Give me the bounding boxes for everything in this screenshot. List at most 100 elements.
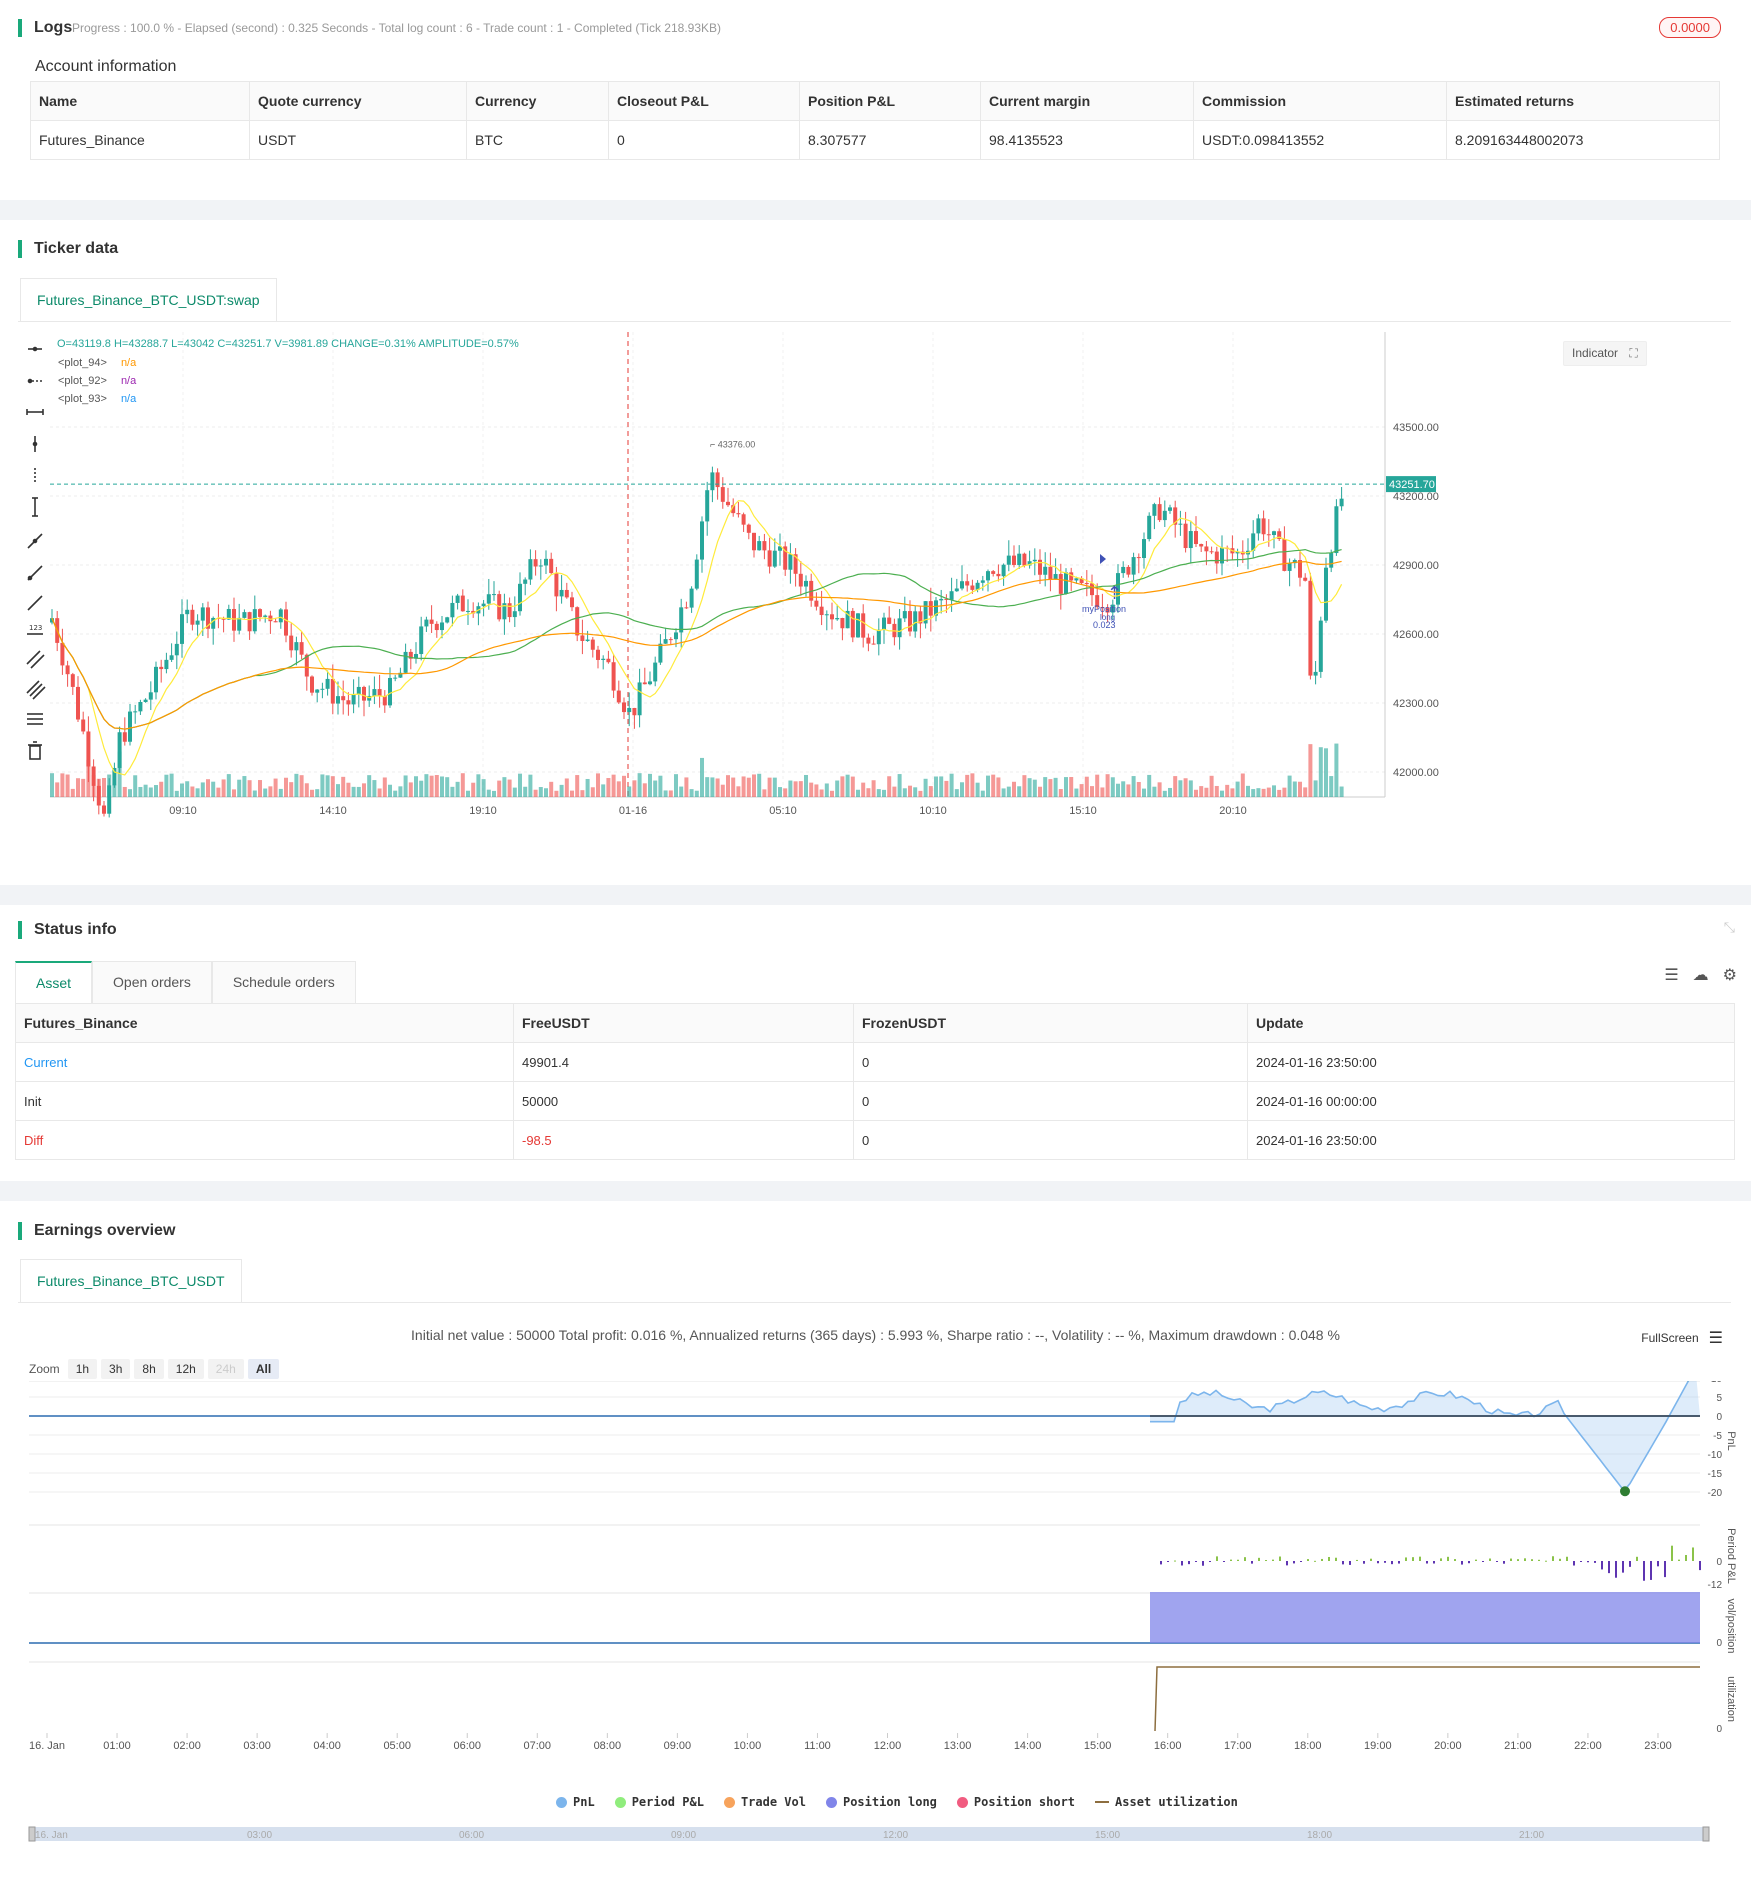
volume-bar xyxy=(1032,779,1037,797)
legend-pnl[interactable]: PnL xyxy=(556,1795,595,1809)
cell-frozen: 0 xyxy=(853,1042,1248,1082)
zoom-12h-button[interactable]: 12h xyxy=(167,1359,204,1379)
menu-icon[interactable]: ☰ xyxy=(1708,1330,1723,1347)
legend-label: Period P&L xyxy=(631,1795,704,1809)
fullscreen-button[interactable]: FullScreen ☰ xyxy=(1641,1328,1723,1348)
candle-body xyxy=(991,571,996,574)
candle-body xyxy=(221,618,226,620)
candle-body xyxy=(1287,563,1292,571)
volume-bar xyxy=(850,776,855,797)
volume-bar xyxy=(1147,774,1152,797)
candle-body xyxy=(1064,572,1068,594)
indicator-button[interactable]: Indicator ⛶ xyxy=(1563,341,1647,366)
period-axis-label: -12 xyxy=(1708,1580,1723,1591)
zoom-8h-button[interactable]: 8h xyxy=(134,1359,164,1379)
candle-body xyxy=(315,689,320,693)
price-label-tool-icon[interactable]: 123 xyxy=(27,624,43,635)
status-tabs: Asset Open orders Schedule orders xyxy=(15,961,356,1003)
volume-bar xyxy=(492,790,496,797)
period-pnl-bar xyxy=(1209,1561,1211,1562)
volume-bar xyxy=(481,779,486,797)
vertical-segment-tool-icon[interactable] xyxy=(32,497,38,517)
zoom-all-button[interactable]: All xyxy=(247,1359,280,1379)
price-axis-label: 42600.00 xyxy=(1393,629,1439,641)
tab-asset[interactable]: Asset xyxy=(15,961,93,1003)
legend-asset-utilization[interactable]: Asset utilization xyxy=(1095,1795,1238,1809)
zoom-1h-button[interactable]: 1h xyxy=(67,1359,98,1379)
period-pnl-bar xyxy=(1447,1556,1449,1561)
expand-icon[interactable]: ⛶ xyxy=(1629,346,1638,360)
vertical-line-tool-icon[interactable] xyxy=(32,436,38,452)
tab-schedule-orders[interactable]: Schedule orders xyxy=(211,961,356,1003)
fib-retracement-tool-icon[interactable] xyxy=(27,713,43,725)
legend-position-short[interactable]: Position short xyxy=(956,1795,1075,1809)
trend-line-tool-icon[interactable] xyxy=(27,533,43,549)
candle-body xyxy=(336,696,340,704)
panel-side-label: vol/position xyxy=(1725,1598,1737,1653)
legend-label: Asset utilization xyxy=(1115,1795,1238,1809)
candle-body xyxy=(50,618,54,623)
tab-earnings-symbol[interactable]: Futures_Binance_BTC_USDT xyxy=(20,1259,242,1302)
volume-bar xyxy=(954,789,959,797)
time-axis-label: 20:10 xyxy=(1219,805,1247,817)
legend-position-long[interactable]: Position long xyxy=(825,1795,937,1809)
legend-period-pnl[interactable]: Period P&L xyxy=(614,1795,704,1809)
gear-icon[interactable]: ⚙ xyxy=(1722,967,1737,984)
candle-body xyxy=(960,581,964,589)
candle-body xyxy=(923,601,928,624)
collapse-icon[interactable]: ⤡ xyxy=(1723,919,1735,935)
period-pnl-bar xyxy=(1398,1561,1400,1564)
navigator-label: 21:00 xyxy=(1519,1830,1544,1841)
candle-body xyxy=(939,598,944,601)
candle-body xyxy=(518,583,522,612)
volume-bar xyxy=(1168,787,1172,797)
status-header-row: Futures_Binance FreeUSDT FrozenUSDT Upda… xyxy=(15,1003,1735,1043)
period-pnl-bar xyxy=(1223,1561,1225,1562)
menu-icon[interactable]: ☰ xyxy=(1664,967,1679,984)
period-pnl-bar xyxy=(1412,1557,1414,1561)
zoom-24h-button[interactable]: 24h xyxy=(207,1359,244,1379)
candle-body xyxy=(793,554,798,574)
candle-body xyxy=(856,613,860,638)
period-pnl-bar xyxy=(1279,1556,1281,1561)
volume-bar xyxy=(975,782,980,797)
legend-label: Position long xyxy=(842,1795,937,1809)
candle-body xyxy=(1298,560,1302,578)
tab-open-orders[interactable]: Open orders xyxy=(92,961,212,1003)
extended-line-tool-icon[interactable] xyxy=(27,595,43,611)
period-pnl-bar xyxy=(1573,1561,1575,1566)
legend-trade-vol[interactable]: Trade Vol xyxy=(723,1795,806,1809)
zoom-3h-button[interactable]: 3h xyxy=(101,1359,131,1379)
cell-commission: USDT:0.098413552 xyxy=(1193,120,1447,160)
status-title: Status info xyxy=(18,921,117,939)
candle-body xyxy=(346,700,351,705)
table-row: Futures_Binance USDT BTC 0 8.307577 98.4… xyxy=(30,120,1720,160)
candlestick-chart[interactable]: 43500.00 43200.00 42900.00 42600.00 42300.00… xyxy=(50,332,1750,832)
trash-icon[interactable] xyxy=(28,741,42,760)
volume-bar xyxy=(1214,785,1219,797)
candle-body xyxy=(330,678,335,704)
row-label-init: Init xyxy=(15,1081,514,1121)
horizontal-line-tool-icon[interactable] xyxy=(28,346,42,352)
ray-tool-icon[interactable] xyxy=(27,565,43,581)
candle-body xyxy=(284,609,288,636)
logs-badge[interactable]: 0.0000 xyxy=(1659,17,1721,38)
indicator-label: Indicator xyxy=(1572,346,1619,360)
parallel-channel-tool-icon[interactable] xyxy=(26,650,45,669)
navigator-label: 09:00 xyxy=(671,1830,696,1841)
cloud-download-icon[interactable]: ☁ xyxy=(1692,967,1709,984)
horizontal-segment-tool-icon[interactable] xyxy=(26,409,44,415)
candle-body xyxy=(590,639,595,650)
account-table: Name Quote currency Currency Closeout P&… xyxy=(30,81,1720,160)
zoom-label: Zoom xyxy=(29,1362,60,1376)
volume-bar xyxy=(767,777,772,797)
candle-body xyxy=(128,711,132,742)
tab-ticker-symbol[interactable]: Futures_Binance_BTC_USDT:swap xyxy=(20,278,277,321)
period-pnl-bar xyxy=(1615,1561,1617,1578)
horizontal-ray-tool-icon[interactable] xyxy=(27,378,42,384)
pitchfork-tool-icon[interactable] xyxy=(26,680,46,700)
candle-body xyxy=(507,603,512,618)
candle-body xyxy=(1214,551,1219,564)
period-pnl-bar xyxy=(1391,1561,1393,1565)
